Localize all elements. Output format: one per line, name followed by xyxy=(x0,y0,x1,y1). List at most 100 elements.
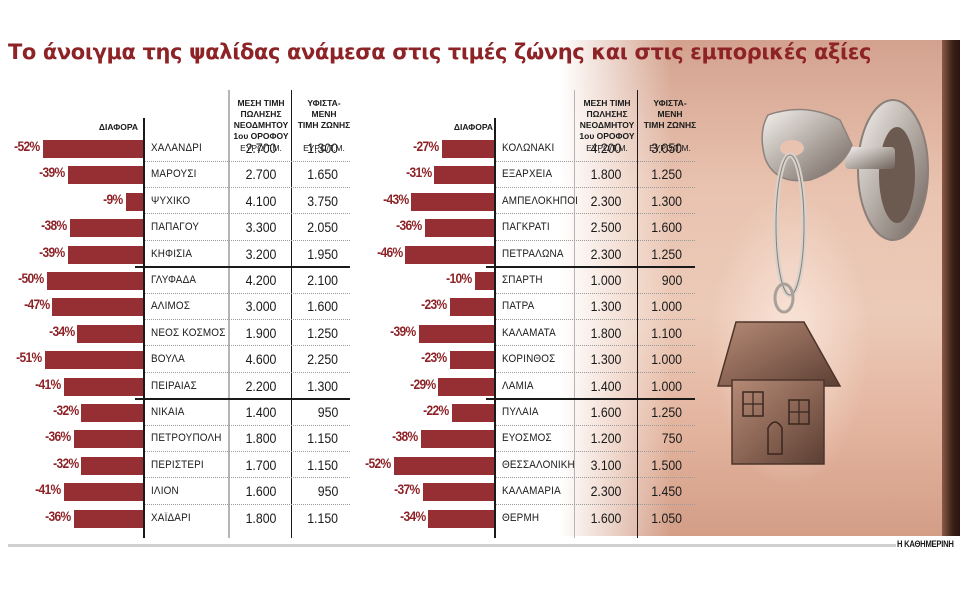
row-divider xyxy=(145,292,350,294)
table-row: -39% ΜΑΡΟΥΣΙ 2.700 1.650 xyxy=(0,161,360,188)
difference-label: -23% xyxy=(421,349,447,366)
zone-price: 1.950 xyxy=(307,245,338,262)
group-separator xyxy=(486,266,695,268)
area-name: ΚΟΛΩΝΑΚΙ xyxy=(502,142,555,154)
area-name: ΝΕΟΣ ΚΟΣΜΟΣ xyxy=(151,326,226,339)
zone-price: 2.250 xyxy=(307,351,338,368)
area-name: ΑΜΠΕΛΟΚΗΠΟΙ xyxy=(502,194,579,207)
key-illustration-icon xyxy=(717,99,929,465)
new-build-price: 1.400 xyxy=(590,377,622,394)
difference-bar xyxy=(424,219,494,238)
table-row: -29% ΛΑΜΙΑ 1.400 1.000 xyxy=(355,373,715,400)
difference-bar xyxy=(42,140,143,158)
new-build-price: 1.600 xyxy=(245,483,277,500)
area-name: ΣΠΑΡΤΗ xyxy=(502,274,543,286)
zone-price: 1.250 xyxy=(651,166,682,183)
zone-price: 1.600 xyxy=(651,219,682,236)
new-build-price: 1.900 xyxy=(245,324,277,341)
table-row: -51% ΒΟΥΛΑ 4.600 2.250 xyxy=(0,346,360,373)
axis-line xyxy=(494,118,496,538)
zone-price: 1.250 xyxy=(651,245,682,262)
table-row: -32% ΝΙΚΑΙΑ 1.400 950 xyxy=(0,399,360,426)
difference-label: -38% xyxy=(41,217,67,234)
difference-label: -37% xyxy=(394,481,420,498)
difference-bar xyxy=(46,272,143,290)
new-build-price: 2.700 xyxy=(245,140,277,156)
zone-header-line2: ΜΕΝΗ xyxy=(657,109,683,119)
area-name: ΕΞΑΡΧΕΙΑ xyxy=(502,168,553,181)
row-divider xyxy=(496,477,695,479)
row-divider xyxy=(145,503,350,505)
zone-header-line3: ΤΙΜΗ ΖΩΝΗΣ xyxy=(643,120,697,130)
area-name: ΛΑΜΙΑ xyxy=(502,379,534,392)
group-separator xyxy=(135,266,350,268)
column-divider xyxy=(637,90,638,538)
difference-bar xyxy=(73,430,143,449)
area-name: ΒΟΥΛΑ xyxy=(151,353,185,366)
new-build-price: 4.600 xyxy=(245,351,277,368)
area-name: ΘΕΣΣΑΛΟΝΙΚΗ xyxy=(502,458,575,471)
zone-price: 950 xyxy=(317,404,338,420)
price-unit: ΕΥΡΩ/Τ.Μ. xyxy=(586,143,628,153)
difference-label: -39% xyxy=(39,164,65,181)
difference-bar xyxy=(411,192,494,211)
zone-price: 3.050 xyxy=(651,140,682,156)
difference-label: -50% xyxy=(18,270,44,286)
row-divider xyxy=(496,239,695,241)
footer-rule xyxy=(8,544,896,547)
table-row: -23% ΚΟΡΙΝΘΟΣ 1.300 1.000 xyxy=(355,346,715,373)
zone-price: 1.250 xyxy=(307,324,338,341)
table-row: -41% ΙΛΙΟΝ 1.600 950 xyxy=(0,478,360,505)
difference-bar xyxy=(125,192,143,211)
row-divider xyxy=(145,213,350,215)
new-build-price: 3.200 xyxy=(245,245,277,262)
price-column-header: ΜΕΣΗ ΤΙΜΗ ΠΩΛΗΣΗΣ ΝΕΟΔΜΗΤΟΥ 1ου ΟΡΟΦΟΥ Ε… xyxy=(575,98,639,154)
price-unit: ΕΥΡΩ/Τ.Μ. xyxy=(240,143,282,153)
new-build-price: 3.100 xyxy=(590,456,622,473)
zone-price: 1.600 xyxy=(307,298,338,315)
column-divider xyxy=(291,90,292,538)
price-header-line1: ΜΕΣΗ ΤΙΜΗ xyxy=(237,98,285,108)
zone-price: 3.750 xyxy=(307,192,338,209)
difference-label: -39% xyxy=(390,322,416,339)
new-build-price: 2.300 xyxy=(590,245,622,262)
column-divider xyxy=(228,90,230,538)
table-row: -38% ΠΑΠΑΓΟΥ 3.300 2.050 xyxy=(0,214,360,241)
row-divider xyxy=(145,450,350,452)
row-divider xyxy=(145,424,350,426)
area-name: ΜΑΡΟΥΣΙ xyxy=(151,168,197,181)
area-name: ΠΕΤΡΑΛΩΝΑ xyxy=(502,247,564,260)
row-divider xyxy=(145,345,350,347)
zone-column-header: ΥΦΙΣΤΑ- ΜΕΝΗ ΤΙΜΗ ΖΩΝΗΣ ΕΥΡΩ/Τ.Μ. xyxy=(293,98,355,154)
price-header-line3: ΝΕΟΔΜΗΤΟΥ xyxy=(233,120,289,130)
difference-bar xyxy=(393,456,494,475)
group-separator xyxy=(135,398,350,400)
difference-label: -22% xyxy=(423,402,449,418)
difference-bar xyxy=(451,404,494,422)
new-build-price: 1.700 xyxy=(245,456,277,473)
difference-bar xyxy=(434,166,494,185)
difference-label: -32% xyxy=(52,454,79,471)
zone-price: 1.650 xyxy=(307,166,338,183)
new-build-price: 1.600 xyxy=(590,404,622,420)
new-build-price: 1.000 xyxy=(590,272,622,288)
row-divider xyxy=(145,160,350,162)
difference-label: -52% xyxy=(365,454,391,471)
zone-price: 900 xyxy=(661,272,682,288)
difference-label: -36% xyxy=(45,507,71,524)
price-header-line4: 1ου ΟΡΟΦΟΥ xyxy=(579,131,635,141)
difference-bar xyxy=(77,324,143,343)
new-build-price: 1.600 xyxy=(590,509,622,526)
table-row: -32% ΠΕΡΙΣΤΕΡΙ 1.700 1.150 xyxy=(0,452,360,479)
zone-price: 1.300 xyxy=(651,192,682,209)
row-divider xyxy=(496,160,695,162)
difference-bar xyxy=(428,509,494,528)
difference-bar xyxy=(418,324,494,343)
difference-label: -34% xyxy=(49,322,75,339)
area-name: ΑΛΙΜΟΣ xyxy=(151,300,191,313)
zone-unit: ΕΥΡΩ/Τ.Μ. xyxy=(303,143,345,153)
price-header-line2: ΠΩΛΗΣΗΣ xyxy=(240,109,282,119)
price-header-line4: 1ου ΟΡΟΦΟΥ xyxy=(233,131,289,141)
price-column-header: ΜΕΣΗ ΤΙΜΗ ΠΩΛΗΣΗΣ ΝΕΟΔΜΗΤΟΥ 1ου ΟΡΟΦΟΥ Ε… xyxy=(229,98,293,154)
table-row: -52% ΧΑΛΑΝΔΡΙ 2.700 1.300 xyxy=(0,135,360,162)
